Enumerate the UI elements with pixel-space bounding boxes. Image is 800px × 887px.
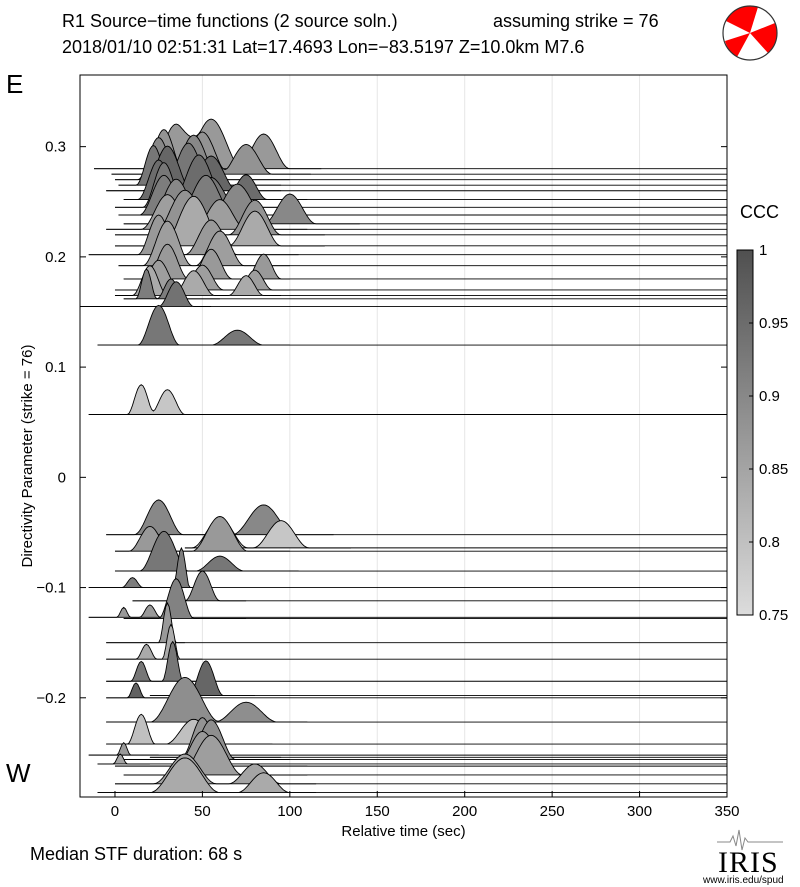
stf-fill	[80, 281, 212, 307]
y-tick-label: 0	[58, 469, 66, 486]
stf-traces	[80, 118, 727, 794]
beachball-lobe	[750, 23, 777, 53]
y-tick-label: −0.2	[36, 690, 66, 707]
iris-logo-text: IRIS	[718, 846, 779, 879]
plot-frame	[79, 74, 728, 798]
stf-fill	[97, 757, 317, 793]
y-tick-label: 0.3	[45, 139, 66, 156]
chart-title: R1 Source−time functions (2 source soln.…	[62, 11, 398, 31]
stf-fill	[106, 682, 168, 698]
colorbar-tick-label: 1	[759, 242, 767, 259]
stf-fill	[106, 624, 203, 660]
colorbar-tick-label: 0.8	[759, 534, 780, 551]
event-info: 2018/01/10 02:51:31 Lat=17.4693 Lon=−83.…	[62, 37, 584, 57]
y-tick-label: 0.1	[45, 359, 66, 376]
colorbar-tick-label: 0.75	[759, 607, 788, 624]
beachball-lobe	[725, 33, 750, 57]
ccc-colorbar: 1 0.95 0.9 0.85 0.8 0.75	[736, 242, 788, 624]
y-axis-ticks: 0.3 0.2 0.1 0 −0.1 −0.2	[36, 139, 727, 707]
stf-fill	[97, 754, 150, 764]
iris-url: www.iris.edu/spud	[702, 875, 784, 886]
stf-fill	[97, 305, 290, 346]
stf-fill	[123, 735, 308, 775]
focal-mechanism-beachball	[722, 5, 778, 61]
west-label: W	[6, 758, 31, 788]
x-tick-label: 100	[277, 803, 302, 820]
stf-fill	[106, 641, 203, 682]
x-tick-label: 350	[714, 803, 739, 820]
east-label: E	[6, 69, 23, 99]
x-tick-label: 250	[540, 803, 565, 820]
stf-fill	[115, 265, 282, 296]
iris-logo: IRIS www.iris.edu/spud	[702, 829, 784, 886]
x-axis-label: Relative time (sec)	[341, 823, 465, 840]
x-tick-label: 0	[111, 803, 119, 820]
gridlines	[201, 75, 641, 797]
stf-fill	[123, 578, 247, 619]
stf-fill	[106, 603, 185, 643]
stf-fill	[88, 742, 159, 756]
colorbar-tick-label: 0.9	[759, 388, 780, 405]
stf-fill	[123, 269, 220, 299]
x-tick-label: 150	[365, 803, 390, 820]
beachball-outline	[722, 5, 778, 61]
x-tick-label: 300	[627, 803, 652, 820]
median-duration-note: Median STF duration: 68 s	[30, 844, 242, 864]
stf-curve	[97, 304, 290, 346]
colorbar-frame	[736, 249, 754, 616]
x-axis-ticks: 0 50 100 150 200 250 300 350	[111, 791, 740, 820]
stf-fill	[149, 660, 255, 696]
colorbar-label: CCC	[740, 202, 779, 222]
stf-fill	[106, 714, 273, 745]
beachball-lobe	[726, 5, 758, 34]
x-tick-label: 200	[452, 803, 477, 820]
colorbar-tick-label: 0.85	[759, 461, 788, 478]
plot-area: 0 50 100 150 200 250 300 350 0.3 0.2 0.1 0 −0.1 −0.2	[36, 74, 740, 820]
colorbar-tick-label: 0.95	[759, 315, 788, 332]
stf-fill	[88, 604, 177, 618]
stf-curve	[106, 623, 203, 660]
stf-curve	[106, 640, 203, 682]
y-tick-label: −0.1	[36, 580, 66, 597]
stf-fill	[88, 384, 206, 415]
stf-fill	[106, 677, 308, 722]
y-tick-label: 0.2	[45, 249, 66, 266]
colorbar-gradient	[737, 250, 753, 615]
x-tick-label: 50	[194, 803, 211, 820]
y-axis-label: Directivity Parameter (strike = 76)	[19, 345, 36, 568]
seismogram-icon	[717, 829, 783, 851]
strike-note: assuming strike = 76	[493, 11, 659, 31]
stf-fill	[115, 531, 299, 571]
